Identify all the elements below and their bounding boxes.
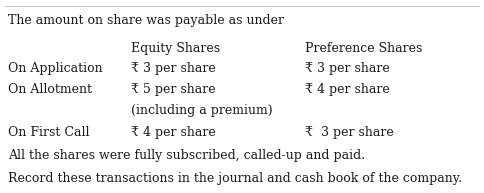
- Text: On Allotment: On Allotment: [8, 83, 92, 96]
- Text: Record these transactions in the journal and cash book of the company.: Record these transactions in the journal…: [8, 172, 462, 185]
- Text: On Application: On Application: [8, 62, 103, 75]
- Text: ₹  3 per share: ₹ 3 per share: [305, 126, 393, 139]
- Text: (including a premium): (including a premium): [131, 103, 272, 117]
- Text: ₹ 4 per share: ₹ 4 per share: [131, 126, 215, 139]
- Text: All the shares were fully subscribed, called-up and paid.: All the shares were fully subscribed, ca…: [8, 149, 365, 162]
- Text: On First Call: On First Call: [8, 126, 89, 139]
- Text: Equity Shares: Equity Shares: [131, 42, 220, 55]
- Text: ₹ 5 per share: ₹ 5 per share: [131, 83, 215, 96]
- Text: ₹ 3 per share: ₹ 3 per share: [131, 62, 215, 75]
- Text: Preference Shares: Preference Shares: [305, 42, 423, 55]
- Text: ₹ 3 per share: ₹ 3 per share: [305, 62, 390, 75]
- Text: ₹ 4 per share: ₹ 4 per share: [305, 83, 390, 96]
- Text: The amount on share was payable as under: The amount on share was payable as under: [8, 14, 284, 27]
